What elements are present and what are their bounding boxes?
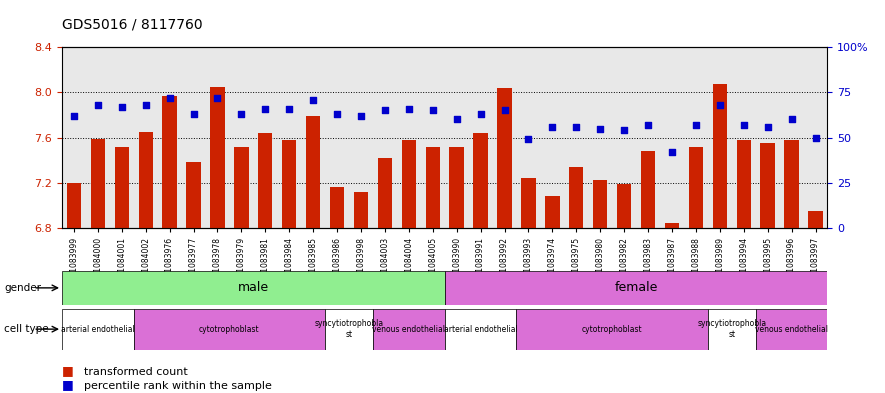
Point — [712, 102, 727, 108]
Point — [91, 102, 105, 108]
FancyBboxPatch shape — [444, 271, 827, 305]
Text: transformed count: transformed count — [84, 367, 188, 377]
Point — [354, 113, 368, 119]
Bar — [569, 167, 583, 228]
Bar — [163, 96, 177, 228]
Text: syncytiotrophobla
st: syncytiotrophobla st — [314, 320, 383, 339]
Bar — [138, 132, 153, 228]
Bar — [808, 211, 823, 228]
Bar — [641, 151, 655, 228]
Text: ■: ■ — [62, 378, 73, 391]
Point — [330, 111, 344, 117]
FancyBboxPatch shape — [134, 309, 325, 350]
Bar — [689, 147, 703, 228]
Bar — [235, 147, 249, 228]
Point — [258, 105, 273, 112]
Bar — [426, 147, 440, 228]
Text: male: male — [238, 281, 269, 294]
FancyBboxPatch shape — [62, 271, 444, 305]
Bar — [736, 140, 750, 228]
Point — [378, 107, 392, 114]
Text: gender: gender — [4, 283, 42, 293]
Text: cell type: cell type — [4, 324, 49, 334]
Text: ■: ■ — [62, 364, 73, 377]
Text: cytotrophoblast: cytotrophoblast — [581, 325, 643, 334]
FancyBboxPatch shape — [756, 309, 827, 350]
Text: female: female — [614, 281, 658, 294]
Bar — [450, 147, 464, 228]
Bar — [712, 84, 727, 228]
Point — [426, 107, 440, 114]
Point — [211, 95, 225, 101]
Bar — [114, 147, 129, 228]
Bar — [521, 178, 535, 228]
Bar — [66, 183, 81, 228]
Point — [139, 102, 153, 108]
FancyBboxPatch shape — [373, 309, 444, 350]
Bar — [593, 180, 607, 228]
Bar — [760, 143, 775, 228]
Point — [808, 134, 822, 141]
Point — [497, 107, 512, 114]
Bar — [211, 87, 225, 228]
Bar — [665, 224, 679, 228]
Text: GDS5016 / 8117760: GDS5016 / 8117760 — [62, 17, 203, 31]
Bar — [282, 140, 296, 228]
Point — [784, 116, 798, 123]
Point — [569, 123, 583, 130]
Point — [187, 111, 201, 117]
Point — [665, 149, 679, 155]
Point — [593, 125, 607, 132]
Bar — [90, 139, 105, 228]
Text: arterial endothelial: arterial endothelial — [61, 325, 135, 334]
Text: syncytiotrophobla
st: syncytiotrophobla st — [697, 320, 766, 339]
FancyBboxPatch shape — [325, 309, 373, 350]
Point — [306, 96, 320, 103]
Text: cytotrophoblast: cytotrophoblast — [199, 325, 259, 334]
FancyBboxPatch shape — [708, 309, 756, 350]
Bar — [378, 158, 392, 228]
Point — [235, 111, 249, 117]
Point — [641, 122, 655, 128]
Point — [617, 127, 631, 134]
Point — [689, 122, 703, 128]
Bar — [402, 140, 416, 228]
Bar — [617, 184, 631, 228]
Bar — [545, 196, 559, 228]
Point — [760, 123, 774, 130]
Point — [115, 104, 129, 110]
Point — [736, 122, 750, 128]
Point — [402, 105, 416, 112]
Bar — [187, 162, 201, 228]
Point — [450, 116, 464, 123]
Point — [163, 95, 177, 101]
Bar — [330, 187, 344, 228]
FancyBboxPatch shape — [517, 309, 708, 350]
Bar — [354, 192, 368, 228]
Text: venous endothelial: venous endothelial — [755, 325, 828, 334]
Bar — [473, 133, 488, 228]
Bar — [258, 133, 273, 228]
FancyBboxPatch shape — [444, 309, 517, 350]
Text: venous endothelial: venous endothelial — [373, 325, 445, 334]
Point — [282, 105, 296, 112]
Text: arterial endothelial: arterial endothelial — [443, 325, 518, 334]
Bar — [497, 88, 512, 228]
Point — [521, 136, 535, 143]
Bar — [784, 140, 799, 228]
Point — [473, 111, 488, 117]
Bar — [306, 116, 320, 228]
Text: percentile rank within the sample: percentile rank within the sample — [84, 381, 272, 391]
FancyBboxPatch shape — [62, 309, 134, 350]
Point — [67, 113, 81, 119]
Point — [545, 123, 559, 130]
